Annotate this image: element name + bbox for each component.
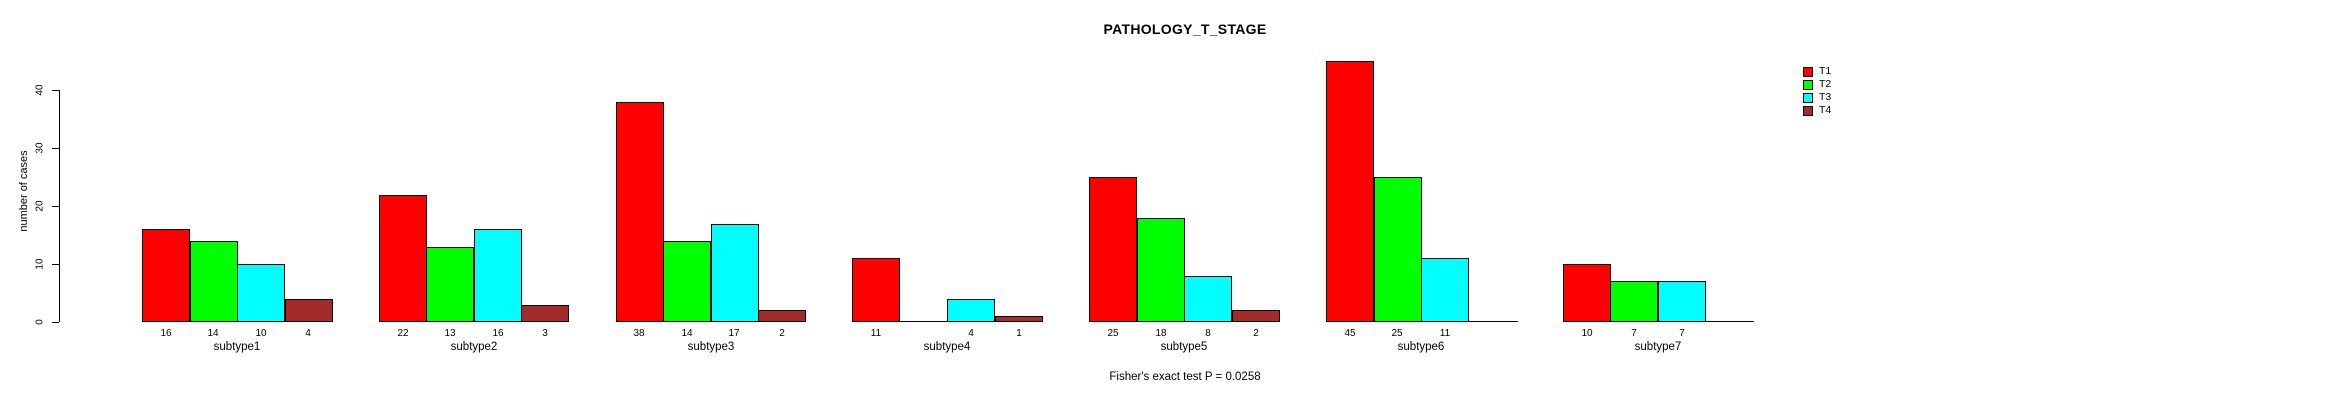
bar-value-label: 22 bbox=[397, 328, 409, 339]
bar-t2-subtype3 bbox=[663, 241, 711, 322]
bar-t3-subtype3 bbox=[711, 224, 759, 322]
y-axis-line bbox=[59, 90, 60, 322]
legend-label-t2: T2 bbox=[1819, 78, 1832, 90]
bar-value-label: 7 bbox=[1631, 328, 1637, 339]
bar-value-label: 14 bbox=[681, 328, 693, 339]
category-label-subtype7: subtype7 bbox=[1634, 341, 1682, 353]
bar-value-label: 45 bbox=[1344, 328, 1356, 339]
y-tick-label: 40 bbox=[34, 84, 46, 96]
bar-value-label: 10 bbox=[1581, 328, 1593, 339]
bar-t2-subtype6 bbox=[1374, 177, 1422, 322]
bar-value-label: 3 bbox=[542, 328, 548, 339]
legend-label-t3: T3 bbox=[1819, 91, 1832, 103]
bar-value-label: 8 bbox=[1205, 328, 1211, 339]
y-tick-label: 30 bbox=[34, 142, 46, 154]
bar-value-label: 16 bbox=[160, 328, 172, 339]
y-tick-mark bbox=[52, 148, 59, 149]
bar-value-label: 11 bbox=[870, 328, 882, 339]
legend-row-t4: T4 bbox=[1803, 104, 1831, 117]
bar-t3-subtype5 bbox=[1184, 276, 1232, 322]
chart-title: PATHOLOGY_T_STAGE bbox=[1103, 21, 1267, 37]
bar-value-label: 4 bbox=[968, 328, 974, 339]
legend-row-t3: T3 bbox=[1803, 91, 1831, 104]
zero-bar-t4-subtype7 bbox=[1705, 321, 1754, 322]
y-tick-label: 20 bbox=[34, 200, 46, 212]
bar-t3-subtype1 bbox=[237, 264, 285, 322]
bar-value-label: 13 bbox=[444, 328, 456, 339]
bar-t1-subtype6 bbox=[1326, 61, 1374, 322]
y-tick-mark bbox=[52, 90, 59, 91]
legend: T1 T2 T3 T4 bbox=[1803, 65, 1831, 117]
legend-label-t4: T4 bbox=[1819, 104, 1832, 116]
legend-swatch-t3 bbox=[1803, 92, 1813, 103]
category-label-subtype2: subtype2 bbox=[450, 341, 498, 353]
category-label-subtype6: subtype6 bbox=[1397, 341, 1445, 353]
bar-value-label: 18 bbox=[1155, 328, 1167, 339]
bar-t1-subtype2 bbox=[379, 195, 427, 322]
legend-swatch-t4 bbox=[1803, 105, 1813, 116]
bar-t2-subtype1 bbox=[190, 241, 238, 322]
zero-bar-t4-subtype6 bbox=[1469, 321, 1518, 322]
bar-t3-subtype7 bbox=[1658, 281, 1706, 322]
bar-t3-subtype4 bbox=[947, 299, 995, 322]
y-axis-label: number of cases bbox=[18, 150, 30, 232]
bar-t4-subtype5 bbox=[1232, 310, 1280, 322]
bar-t3-subtype2 bbox=[474, 229, 522, 322]
y-tick-label: 10 bbox=[34, 258, 46, 270]
bar-value-label: 1 bbox=[1016, 328, 1022, 339]
category-label-subtype4: subtype4 bbox=[923, 341, 971, 353]
y-tick-mark bbox=[52, 206, 59, 207]
bar-t4-subtype4 bbox=[995, 316, 1043, 322]
bar-t1-subtype3 bbox=[616, 102, 664, 322]
bar-t4-subtype2 bbox=[521, 305, 569, 322]
bar-t1-subtype7 bbox=[1563, 264, 1611, 322]
bar-value-label: 10 bbox=[255, 328, 267, 339]
bar-t2-subtype2 bbox=[426, 247, 474, 322]
bar-t2-subtype7 bbox=[1610, 281, 1658, 322]
bar-value-label: 11 bbox=[1439, 328, 1451, 339]
bar-t4-subtype1 bbox=[285, 299, 333, 322]
bar-value-label: 7 bbox=[1679, 328, 1685, 339]
bar-value-label: 4 bbox=[305, 328, 311, 339]
bar-value-label: 14 bbox=[207, 328, 219, 339]
bar-value-label: 2 bbox=[1253, 328, 1259, 339]
y-tick-mark bbox=[52, 264, 59, 265]
bar-value-label: 16 bbox=[492, 328, 504, 339]
legend-label-t1: T1 bbox=[1819, 65, 1832, 77]
y-tick-mark bbox=[52, 322, 59, 323]
bar-t2-subtype5 bbox=[1137, 218, 1185, 322]
category-label-subtype3: subtype3 bbox=[687, 341, 735, 353]
legend-swatch-t1 bbox=[1803, 66, 1813, 77]
legend-row-t1: T1 bbox=[1803, 65, 1831, 78]
bar-t1-subtype1 bbox=[142, 229, 190, 322]
zero-bar-t2-subtype4 bbox=[900, 321, 949, 322]
bar-value-label: 38 bbox=[633, 328, 645, 339]
bar-t1-subtype5 bbox=[1089, 177, 1137, 322]
fisher-test-annotation: Fisher's exact test P = 0.0258 bbox=[1109, 371, 1261, 383]
bar-value-label: 2 bbox=[779, 328, 785, 339]
legend-swatch-t2 bbox=[1803, 79, 1813, 90]
bar-value-label: 25 bbox=[1107, 328, 1119, 339]
legend-row-t2: T2 bbox=[1803, 78, 1831, 91]
category-label-subtype1: subtype1 bbox=[213, 341, 261, 353]
y-tick-label: 0 bbox=[34, 319, 46, 325]
bar-t1-subtype4 bbox=[852, 258, 900, 322]
bar-value-label: 17 bbox=[728, 328, 740, 339]
category-label-subtype5: subtype5 bbox=[1160, 341, 1208, 353]
bar-t3-subtype6 bbox=[1421, 258, 1469, 322]
bar-t4-subtype3 bbox=[758, 310, 806, 322]
bar-value-label: 25 bbox=[1391, 328, 1403, 339]
